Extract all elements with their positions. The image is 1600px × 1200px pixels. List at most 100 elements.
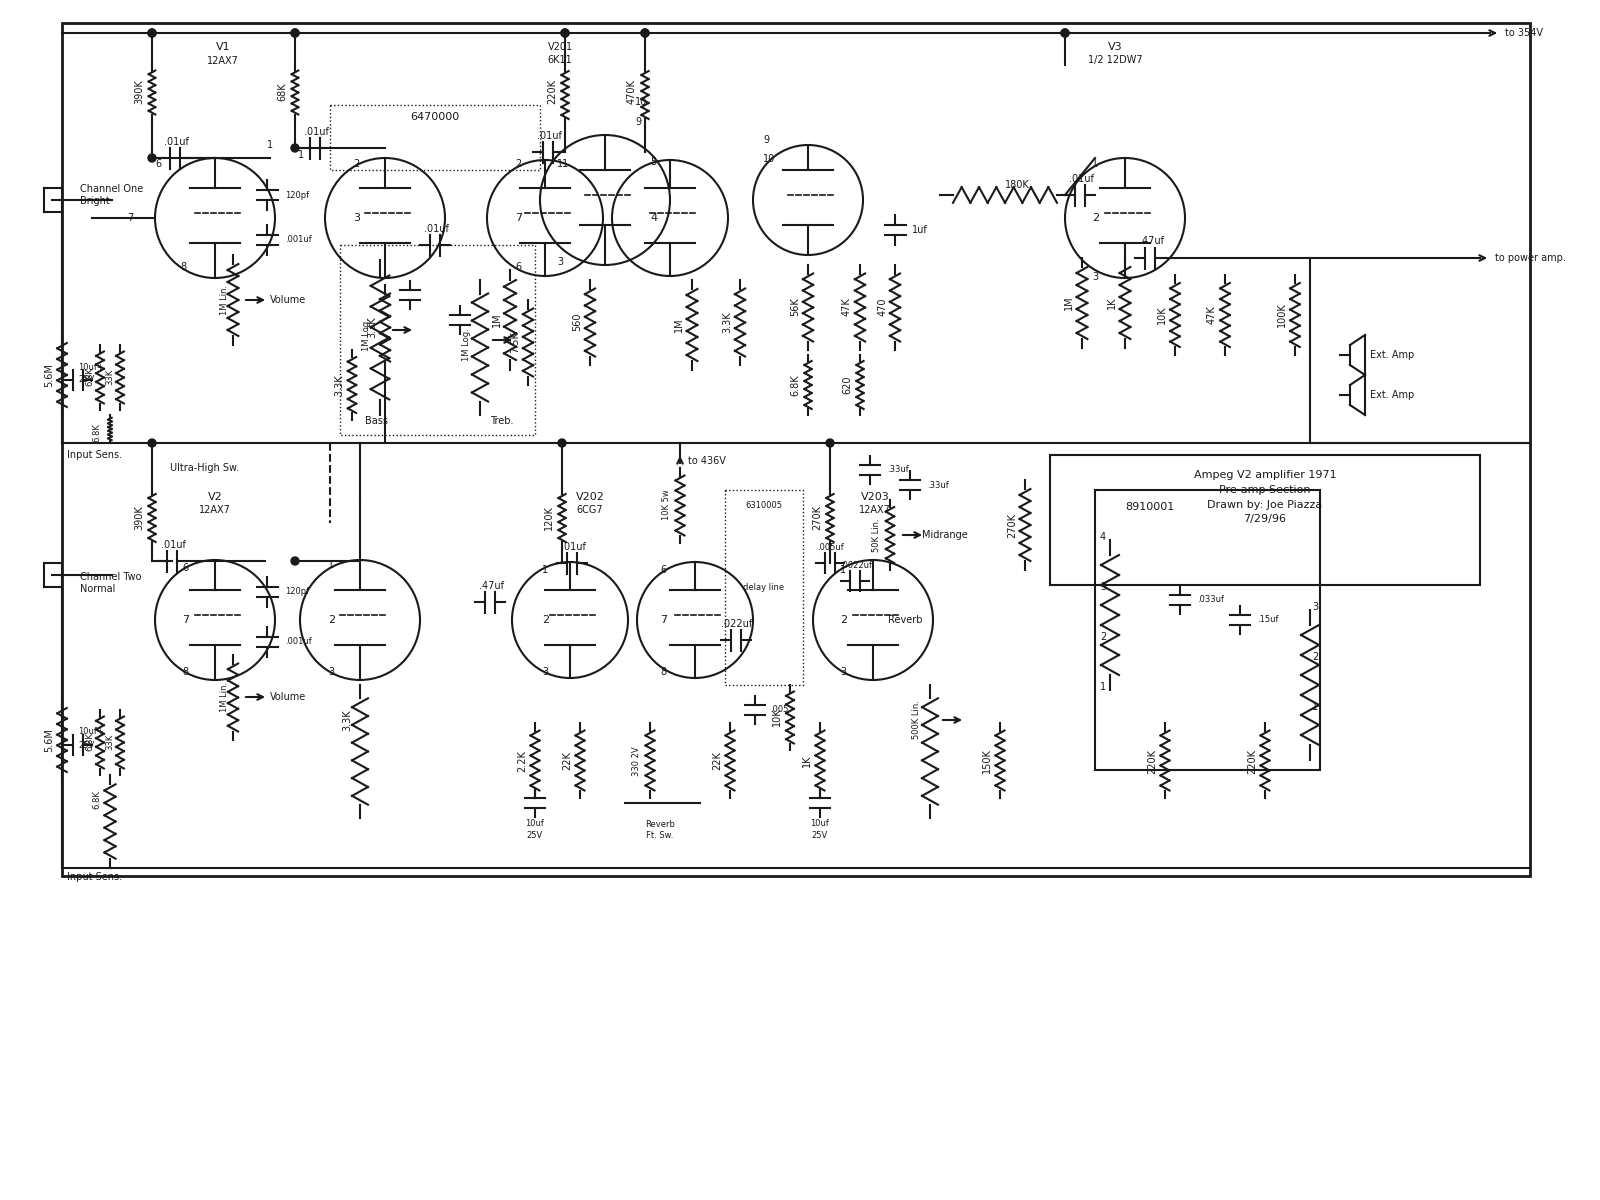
Text: V203: V203	[861, 492, 890, 502]
Bar	[725, 490, 803, 685]
Text: 22K: 22K	[562, 751, 573, 770]
Text: 6K11: 6K11	[547, 55, 573, 65]
Text: 2: 2	[354, 158, 360, 169]
Text: 2: 2	[542, 614, 549, 625]
Text: 1: 1	[1101, 682, 1106, 692]
Text: .01uf: .01uf	[1069, 174, 1093, 184]
Circle shape	[291, 29, 299, 37]
Text: .33uf: .33uf	[926, 480, 949, 490]
Text: 12AX7: 12AX7	[859, 505, 891, 515]
Text: 6.8K: 6.8K	[790, 374, 800, 396]
Text: 2: 2	[1091, 214, 1099, 223]
Text: 25V: 25V	[78, 740, 94, 750]
Text: Ext. Amp: Ext. Amp	[1370, 350, 1414, 360]
Text: Bass: Bass	[365, 416, 387, 426]
Text: .47uf: .47uf	[478, 581, 504, 590]
Text: 6310005: 6310005	[746, 502, 782, 510]
Text: 7: 7	[661, 614, 667, 625]
Text: 8: 8	[661, 667, 666, 677]
Text: 120pf: 120pf	[285, 191, 309, 199]
Circle shape	[558, 439, 566, 446]
Bar	[62, 23, 1530, 876]
Text: Ext. Amp: Ext. Amp	[1370, 390, 1414, 400]
Text: 7: 7	[182, 614, 189, 625]
Text: 470K: 470K	[627, 79, 637, 104]
Text: 6.8K: 6.8K	[85, 367, 94, 386]
Text: 5: 5	[650, 157, 656, 167]
Text: 120K: 120K	[544, 505, 554, 530]
Text: 33K: 33K	[106, 734, 114, 750]
Text: 50K Lin.: 50K Lin.	[872, 518, 882, 552]
Text: Midrange: Midrange	[922, 530, 968, 540]
Text: 1K: 1K	[1107, 296, 1117, 310]
Text: delay line: delay line	[744, 583, 784, 592]
Text: 6: 6	[155, 158, 162, 169]
Text: .01uf: .01uf	[304, 127, 328, 137]
Text: 3: 3	[1101, 582, 1106, 592]
Text: 270K: 270K	[1006, 512, 1018, 538]
Text: 4: 4	[650, 214, 658, 223]
Text: 10K: 10K	[1157, 306, 1166, 324]
Text: 6: 6	[515, 262, 522, 272]
Text: 1: 1	[542, 565, 549, 575]
Text: 12AX7: 12AX7	[206, 56, 238, 66]
Text: 100K: 100K	[1277, 302, 1286, 328]
Text: 120pf: 120pf	[285, 588, 309, 596]
Text: 1: 1	[298, 150, 304, 160]
Text: Ultra-High Sw.: Ultra-High Sw.	[170, 463, 238, 473]
Circle shape	[642, 29, 650, 37]
Text: 1: 1	[267, 140, 274, 150]
Circle shape	[147, 439, 157, 446]
Circle shape	[291, 29, 299, 37]
Text: 1: 1	[1312, 702, 1318, 712]
Circle shape	[147, 29, 157, 37]
Text: .01uf: .01uf	[560, 542, 586, 552]
Text: 500K Lin.: 500K Lin.	[912, 701, 922, 739]
Text: 560: 560	[573, 313, 582, 331]
Text: 47K: 47K	[1206, 306, 1218, 324]
Text: .033uf: .033uf	[1197, 595, 1224, 605]
Circle shape	[826, 439, 834, 446]
Text: .47uf: .47uf	[1139, 236, 1163, 246]
Text: .0022uf: .0022uf	[840, 560, 872, 570]
Text: 3.3K: 3.3K	[366, 316, 378, 338]
Text: .01uf: .01uf	[424, 224, 448, 234]
Text: 390K: 390K	[134, 505, 144, 530]
Text: 7: 7	[515, 214, 522, 223]
Text: to 436V: to 436V	[688, 456, 726, 466]
Text: 220K: 220K	[1147, 749, 1157, 774]
Text: 56K: 56K	[790, 298, 800, 317]
Bar	[339, 245, 534, 434]
Text: 10uf+: 10uf+	[78, 727, 104, 737]
Text: 10K 5w: 10K 5w	[662, 490, 670, 521]
Text: 9: 9	[763, 134, 770, 145]
Text: 6: 6	[661, 565, 666, 575]
Circle shape	[642, 29, 650, 37]
Text: .15uf: .15uf	[1258, 616, 1278, 624]
Text: 2.2K: 2.2K	[517, 750, 526, 772]
Text: 4: 4	[1101, 532, 1106, 542]
Text: Channel One
Bright: Channel One Bright	[80, 184, 144, 205]
Text: 33K: 33K	[106, 368, 114, 385]
Circle shape	[1061, 29, 1069, 37]
Text: Input Sens.: Input Sens.	[67, 450, 122, 460]
Text: 150K: 150K	[982, 749, 992, 774]
Bar	[330, 104, 541, 170]
Text: 220K: 220K	[1246, 749, 1258, 774]
Text: Ampeg V2 amplifier 1971
Pre-amp Section
Drawn by: Joe Piazza
7/29/96: Ampeg V2 amplifier 1971 Pre-amp Section …	[1194, 470, 1336, 524]
Text: 10K: 10K	[771, 708, 782, 726]
Text: 3.3K: 3.3K	[342, 709, 352, 731]
Text: 1M: 1M	[674, 318, 685, 332]
Text: 2: 2	[515, 158, 522, 169]
Circle shape	[291, 144, 299, 152]
Text: 1: 1	[1091, 158, 1098, 169]
Text: 3: 3	[840, 667, 846, 677]
Text: Reverb
Ft. Sw.: Reverb Ft. Sw.	[645, 821, 675, 840]
Circle shape	[147, 29, 157, 37]
Text: 7: 7	[126, 214, 133, 223]
Text: Treb.: Treb.	[490, 416, 514, 426]
Text: 1M: 1M	[493, 313, 502, 328]
Text: 2: 2	[1312, 652, 1318, 662]
Text: 1M Log.: 1M Log.	[362, 319, 371, 352]
Text: 1: 1	[840, 565, 846, 575]
